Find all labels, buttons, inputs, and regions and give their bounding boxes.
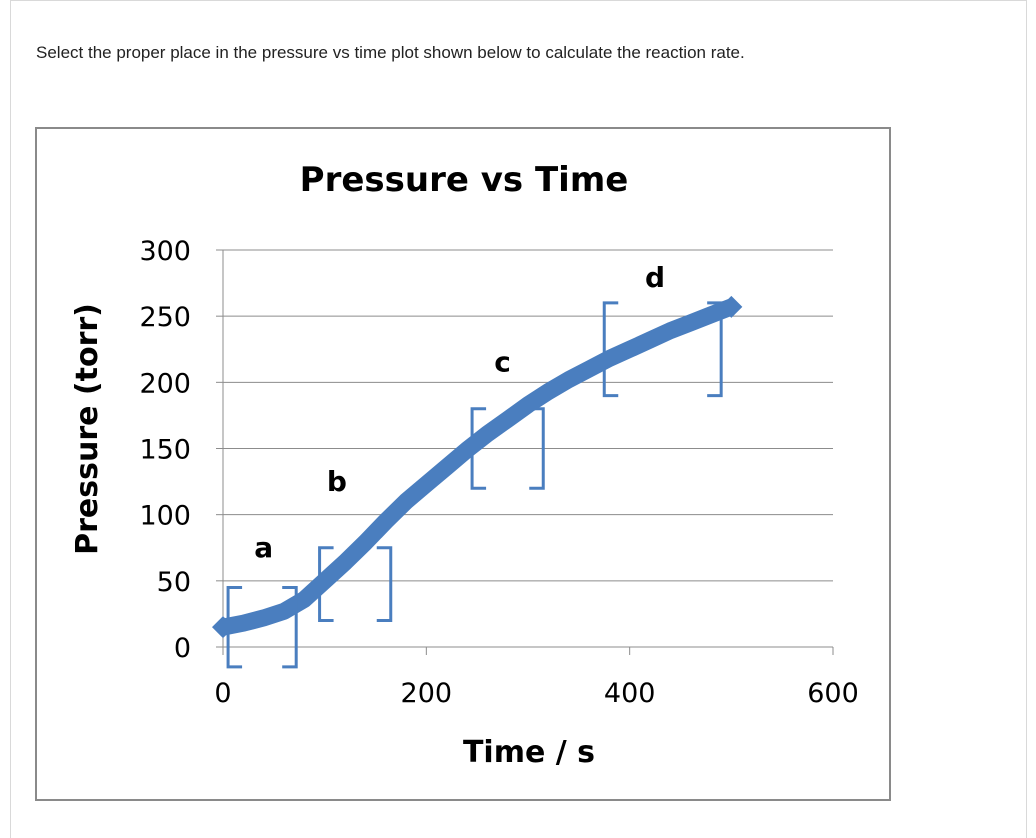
page-frame xyxy=(10,0,1027,838)
bracket-c-right xyxy=(529,407,545,490)
bracket-label-b: b xyxy=(327,465,347,498)
x-axis-label: Time / s xyxy=(463,735,595,770)
bracket-d-left xyxy=(602,301,619,398)
pressure-time-chart[interactable]: 0 50 100 150 200 250 300 0 200 400 600 a b c d Pressu… xyxy=(37,129,889,799)
x-tick-label-400: 400 xyxy=(604,678,656,709)
y-tick-label-100: 100 xyxy=(139,501,191,532)
bracket-c[interactable]: c xyxy=(470,346,545,490)
y-axis-label: Pressure (torr) xyxy=(70,303,105,555)
x-tick-label-600: 600 xyxy=(807,678,859,709)
bracket-a-right xyxy=(282,585,298,669)
chart-container[interactable]: 0 50 100 150 200 250 300 0 200 400 600 a b c d Pressu… xyxy=(35,127,891,801)
bracket-a-left xyxy=(226,585,243,669)
y-tick-label-250: 250 xyxy=(139,302,191,333)
bracket-b-right xyxy=(376,546,393,623)
y-tick-label-0: 0 xyxy=(174,633,191,664)
bracket-b-left xyxy=(318,546,334,623)
y-tick-label-300: 300 xyxy=(139,236,191,267)
question-text: Select the proper place in the pressure … xyxy=(36,43,745,62)
bracket-layer[interactable]: a b c d xyxy=(226,261,723,669)
x-tick-label-200: 200 xyxy=(401,678,453,709)
y-tick-label-200: 200 xyxy=(139,368,191,399)
bracket-b[interactable]: b xyxy=(318,465,393,623)
y-tick-label-50: 50 xyxy=(157,567,191,598)
bracket-label-c: c xyxy=(494,346,511,379)
bracket-label-a: a xyxy=(254,531,273,564)
y-tick-label-150: 150 xyxy=(139,435,191,466)
bracket-d-right xyxy=(707,301,723,398)
bracket-d[interactable]: d xyxy=(602,261,723,398)
series-line-0 xyxy=(221,298,735,636)
bracket-label-d: d xyxy=(645,261,665,294)
chart-title: Pressure vs Time xyxy=(300,160,629,200)
axis-layer: 0 50 100 150 200 250 300 0 200 400 600 xyxy=(139,236,858,709)
bracket-c-left xyxy=(470,407,487,490)
bracket-a[interactable]: a xyxy=(226,531,298,669)
series-end-marker xyxy=(720,295,743,318)
x-tick-label-0: 0 xyxy=(214,678,231,709)
